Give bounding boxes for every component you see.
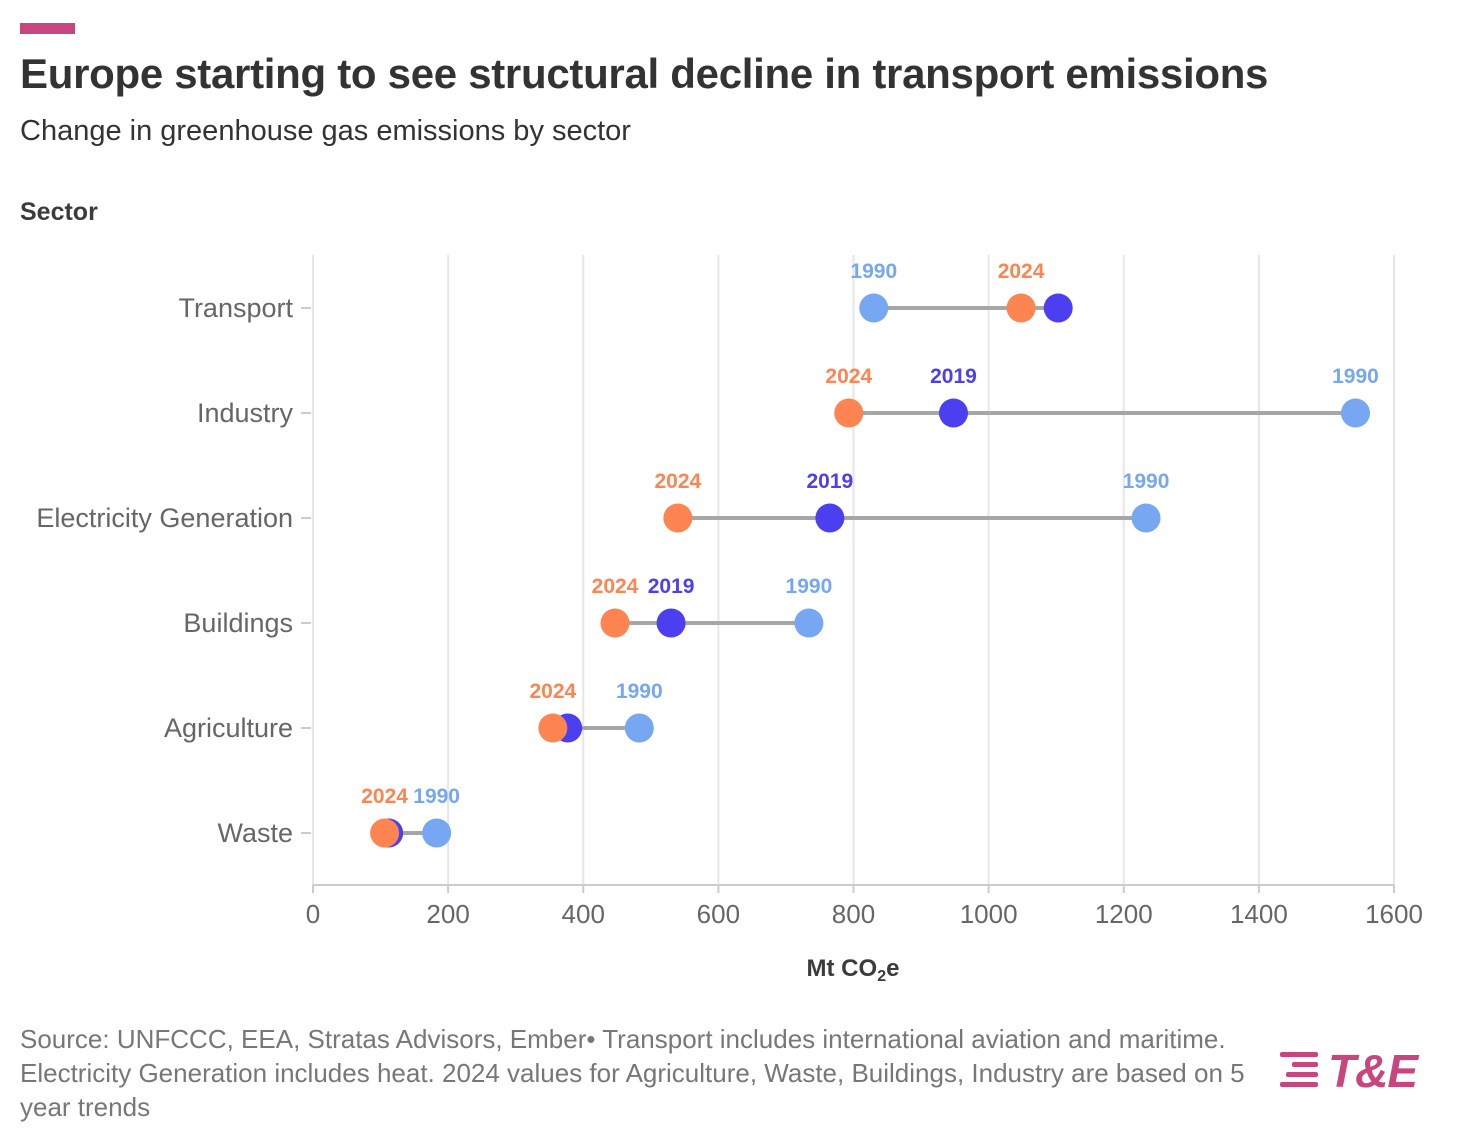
x-tick-label: 400 — [562, 899, 605, 929]
category-label-waste: Waste — [217, 818, 293, 848]
dot-buildings-2024 — [600, 608, 630, 638]
category-label-buildings: Buildings — [183, 608, 293, 638]
x-tick-label: 1600 — [1365, 899, 1423, 929]
x-tick-label: 1200 — [1095, 899, 1153, 929]
point-label-agriculture-2024: 2024 — [529, 680, 576, 703]
x-axis-title-tail: e — [886, 955, 899, 982]
x-tick-label: 0 — [306, 899, 320, 929]
dot-buildings-2019 — [656, 608, 686, 638]
dot-agriculture-2024 — [538, 713, 568, 743]
chart-title: Europe starting to see structural declin… — [20, 50, 1269, 97]
point-label-buildings-2019: 2019 — [648, 575, 695, 598]
te-logo: T&E — [1278, 1045, 1438, 1098]
point-label-industry-2024: 2024 — [825, 365, 872, 388]
category-label-transport: Transport — [178, 293, 293, 323]
dot-industry-2024 — [834, 398, 864, 428]
dot-industry-1990 — [1340, 398, 1370, 428]
point-label-buildings-2024: 2024 — [592, 575, 639, 598]
point-label-buildings-1990: 1990 — [786, 575, 833, 598]
dot-agriculture-1990 — [624, 713, 654, 743]
dot-industry-2019 — [938, 398, 968, 428]
x-axis-title: Mt CO2e — [807, 955, 900, 985]
dot-buildings-1990 — [794, 608, 824, 638]
dot-electricity-generation-1990 — [1131, 503, 1161, 533]
dot-layer — [370, 293, 1370, 848]
grid-layer — [312, 255, 1395, 885]
point-label-agriculture-1990: 1990 — [616, 680, 663, 703]
point-label-industry-2019: 2019 — [930, 365, 977, 388]
category-label-electricity-generation: Electricity Generation — [36, 503, 293, 533]
y-axis-title: Sector — [20, 198, 98, 226]
x-tick-label: 600 — [697, 899, 740, 929]
point-label-electricity-generation-1990: 1990 — [1123, 470, 1170, 493]
x-tick-label: 1000 — [960, 899, 1018, 929]
point-label-waste-2024: 2024 — [361, 785, 408, 808]
category-label-agriculture: Agriculture — [164, 713, 293, 743]
dot-transport-1990 — [859, 293, 889, 323]
point-label-electricity-generation-2024: 2024 — [654, 470, 701, 493]
x-axis-title-main: Mt CO — [807, 955, 878, 982]
x-tick-label: 200 — [426, 899, 469, 929]
dot-electricity-generation-2019 — [815, 503, 845, 533]
logo-text: T&E — [1328, 1045, 1418, 1097]
chart-subtitle: Change in greenhouse gas emissions by se… — [20, 115, 631, 147]
point-label-waste-1990: 1990 — [413, 785, 460, 808]
dot-waste-1990 — [422, 818, 452, 848]
point-label-transport-1990: 1990 — [850, 260, 897, 283]
point-label-electricity-generation-2019: 2019 — [806, 470, 853, 493]
x-axis-title-sub: 2 — [877, 968, 886, 985]
dot-waste-2024 — [370, 818, 400, 848]
x-tick-label: 800 — [832, 899, 875, 929]
point-label-industry-1990: 1990 — [1332, 365, 1379, 388]
dot-transport-2024 — [1006, 293, 1036, 323]
category-label-industry: Industry — [197, 398, 294, 428]
dot-electricity-generation-2024 — [663, 503, 693, 533]
accent-bar — [20, 23, 75, 34]
x-tick-label: 1400 — [1230, 899, 1288, 929]
dot-transport-2019 — [1043, 293, 1073, 323]
y-tick-layer: Transport Industry Electricity Generation B… — [36, 293, 311, 848]
dumbbell-chart: Transport Industry Electricity Generation B… — [36, 255, 1423, 985]
source-note: Source: UNFCCC, EEA, Stratas Advisors, E… — [20, 1024, 1245, 1122]
point-label-transport-2024: 2024 — [998, 260, 1045, 283]
x-tick-layer: 0 200 400 600 800 1000 1200 1400 1600 — [306, 884, 1423, 929]
